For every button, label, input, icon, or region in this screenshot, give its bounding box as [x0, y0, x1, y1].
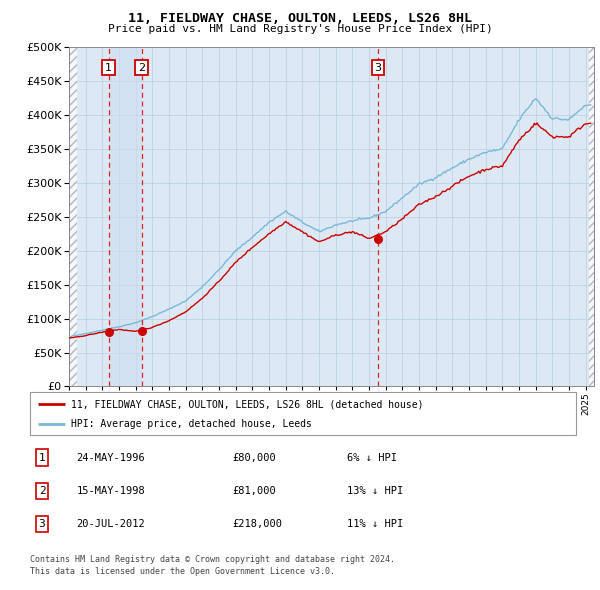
- Text: 1: 1: [38, 453, 46, 463]
- Bar: [109, 47, 142, 386]
- Text: 11, FIELDWAY CHASE, OULTON, LEEDS, LS26 8HL (detached house): 11, FIELDWAY CHASE, OULTON, LEEDS, LS26 …: [71, 399, 424, 409]
- Text: 6% ↓ HPI: 6% ↓ HPI: [347, 453, 397, 463]
- Text: 2: 2: [38, 486, 46, 496]
- Text: 3: 3: [38, 519, 46, 529]
- Text: £80,000: £80,000: [232, 453, 276, 463]
- Text: £81,000: £81,000: [232, 486, 276, 496]
- Text: 1: 1: [105, 63, 112, 73]
- Text: 15-MAY-1998: 15-MAY-1998: [76, 486, 145, 496]
- Text: 24-MAY-1996: 24-MAY-1996: [76, 453, 145, 463]
- Text: 11, FIELDWAY CHASE, OULTON, LEEDS, LS26 8HL: 11, FIELDWAY CHASE, OULTON, LEEDS, LS26 …: [128, 12, 472, 25]
- Text: 11% ↓ HPI: 11% ↓ HPI: [347, 519, 403, 529]
- Text: Price paid vs. HM Land Registry's House Price Index (HPI): Price paid vs. HM Land Registry's House …: [107, 25, 493, 34]
- Text: 13% ↓ HPI: 13% ↓ HPI: [347, 486, 403, 496]
- Text: Contains HM Land Registry data © Crown copyright and database right 2024.: Contains HM Land Registry data © Crown c…: [30, 555, 395, 564]
- Text: £218,000: £218,000: [232, 519, 282, 529]
- Text: HPI: Average price, detached house, Leeds: HPI: Average price, detached house, Leed…: [71, 419, 312, 429]
- Text: 20-JUL-2012: 20-JUL-2012: [76, 519, 145, 529]
- FancyBboxPatch shape: [30, 392, 576, 435]
- Text: 2: 2: [138, 63, 145, 73]
- Text: 3: 3: [374, 63, 382, 73]
- Text: This data is licensed under the Open Government Licence v3.0.: This data is licensed under the Open Gov…: [30, 566, 335, 576]
